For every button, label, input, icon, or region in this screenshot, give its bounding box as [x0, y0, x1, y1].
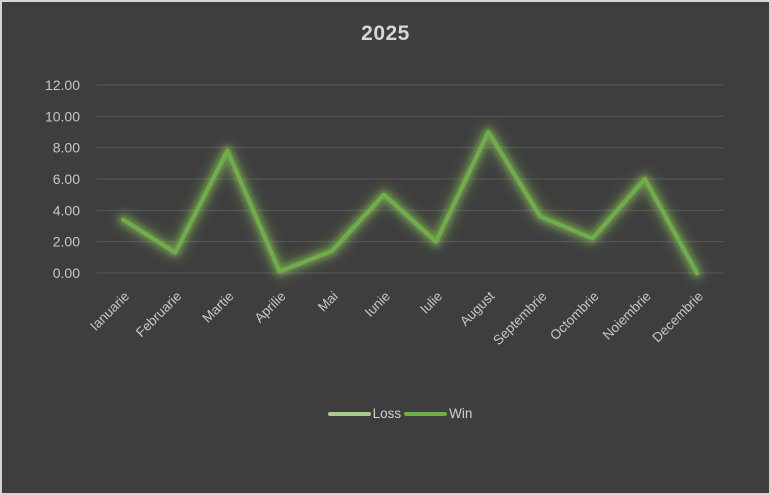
legend-item-loss: Loss — [327, 406, 405, 421]
x-tick-label: Aprilie — [252, 289, 289, 326]
legend: Loss Win — [2, 406, 769, 421]
gridlines — [97, 84, 723, 274]
y-tick-label: 0.00 — [53, 265, 80, 281]
legend-label-loss: Loss — [372, 406, 402, 421]
series-line-win — [120, 129, 700, 276]
x-axis-labels: Ianuarie Februarie Martie Aprilie Mai Iunie Iu… — [87, 288, 706, 348]
x-tick-label: August — [457, 288, 498, 329]
y-tick-label: 10.00 — [45, 108, 80, 124]
series-lines — [115, 124, 705, 281]
y-tick-label: 6.00 — [53, 171, 80, 187]
x-tick-label: Septembrie — [490, 289, 549, 348]
legend-label-win: Win — [449, 406, 473, 421]
x-tick-label: Noiembrie — [600, 289, 654, 343]
x-tick-label: Ianuarie — [87, 289, 132, 334]
x-tick-label: Decembrie — [649, 289, 706, 346]
y-tick-label: 4.00 — [53, 202, 80, 218]
x-tick-label: Martie — [199, 289, 236, 326]
loss-line-swatch — [327, 411, 371, 416]
win-line-swatch — [404, 411, 448, 416]
x-tick-label: Iulie — [417, 289, 445, 317]
chart-title: 2025 — [361, 22, 410, 45]
x-tick-label: Mai — [315, 289, 341, 315]
x-tick-label: Februarie — [133, 289, 184, 340]
y-tick-label: 12.00 — [45, 77, 80, 93]
series-line-glow — [115, 124, 705, 281]
y-tick-label: 8.00 — [53, 140, 80, 156]
x-tick-label: Iunie — [362, 289, 393, 320]
x-tick-label: Octombrie — [547, 289, 602, 344]
legend-item-win: Win — [404, 406, 475, 421]
y-tick-label: 2.00 — [53, 234, 80, 250]
y-axis-labels: 0.00 2.00 4.00 6.00 8.00 10.00 12.00 — [45, 77, 80, 281]
